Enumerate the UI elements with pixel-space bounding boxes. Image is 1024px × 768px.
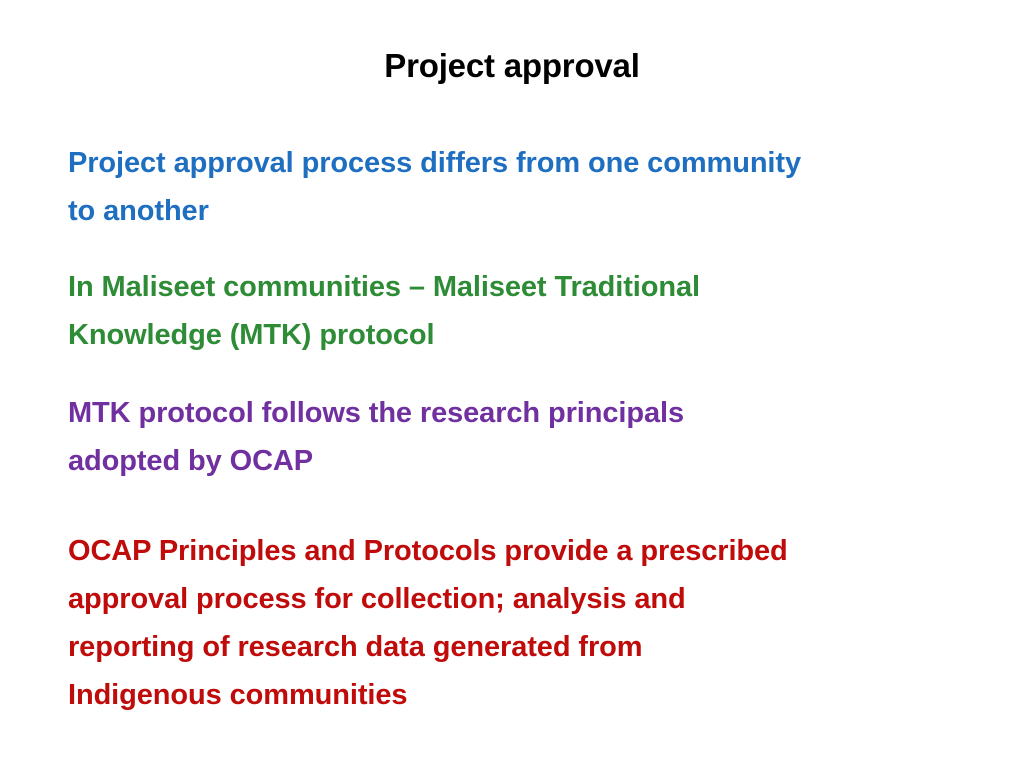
paragraph-purple-line-1: MTK protocol follows the research princi… <box>68 397 684 429</box>
paragraph-blue-line-1: Project approval process differs from on… <box>68 147 801 179</box>
paragraph-red-line-1: OCAP Principles and Protocols provide a … <box>68 535 788 567</box>
paragraph-green: In Maliseet communities – Maliseet Tradi… <box>68 263 968 359</box>
paragraph-red-line-4: Indigenous communities <box>68 679 408 711</box>
paragraph-red: OCAP Principles and Protocols provide a … <box>68 527 968 719</box>
paragraph-red-line-2: approval process for collection; analysi… <box>68 583 686 615</box>
paragraph-blue-line-2: to another <box>68 195 209 227</box>
paragraph-purple: MTK protocol follows the research princi… <box>68 389 968 485</box>
paragraph-blue: Project approval process differs from on… <box>68 139 968 235</box>
paragraph-red-line-3: reporting of research data generated fro… <box>68 631 643 663</box>
paragraph-green-line-2: Knowledge (MTK) protocol <box>68 319 435 351</box>
page-title: Project approval <box>384 47 640 84</box>
paragraph-green-line-1: In Maliseet communities – Maliseet Tradi… <box>68 271 700 303</box>
paragraph-purple-line-2: adopted by OCAP <box>68 445 314 477</box>
